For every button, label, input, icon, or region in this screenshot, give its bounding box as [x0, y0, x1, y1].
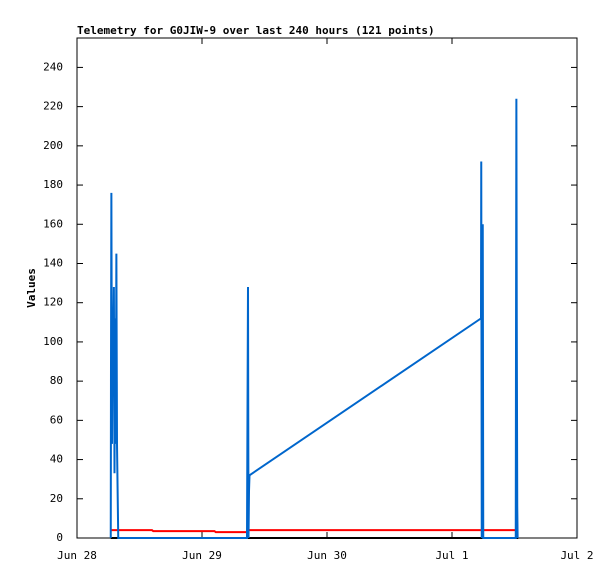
chart-title: Telemetry for G0JIW-9 over last 240 hour… [77, 24, 435, 37]
x-tick-label: Jun 30 [307, 549, 347, 562]
x-tick-label: Jun 29 [182, 549, 222, 562]
y-tick-label: 100 [43, 335, 63, 348]
x-tick-label: Jul 1 [435, 549, 468, 562]
y-tick-label: 140 [43, 256, 63, 269]
y-tick-label: 20 [50, 492, 63, 505]
y-tick-label: 160 [43, 217, 63, 230]
x-tick-label: Jun 28 [57, 549, 97, 562]
y-tick-label: 200 [43, 139, 63, 152]
y-tick-label: 220 [43, 100, 63, 113]
series-line [109, 98, 519, 539]
y-tick-label: 80 [50, 374, 63, 387]
y-tick-label: 180 [43, 178, 63, 191]
y-tick-label: 120 [43, 296, 63, 309]
plot-frame [76, 37, 578, 539]
x-tick-label: Jul 2 [560, 549, 593, 562]
y-tick-label: 0 [56, 531, 63, 544]
y-tick-label: 40 [50, 453, 63, 466]
y-axis-label: Values [25, 268, 38, 308]
y-tick-label: 240 [43, 60, 63, 73]
series-line [110, 529, 517, 534]
y-tick-label: 60 [50, 413, 63, 426]
